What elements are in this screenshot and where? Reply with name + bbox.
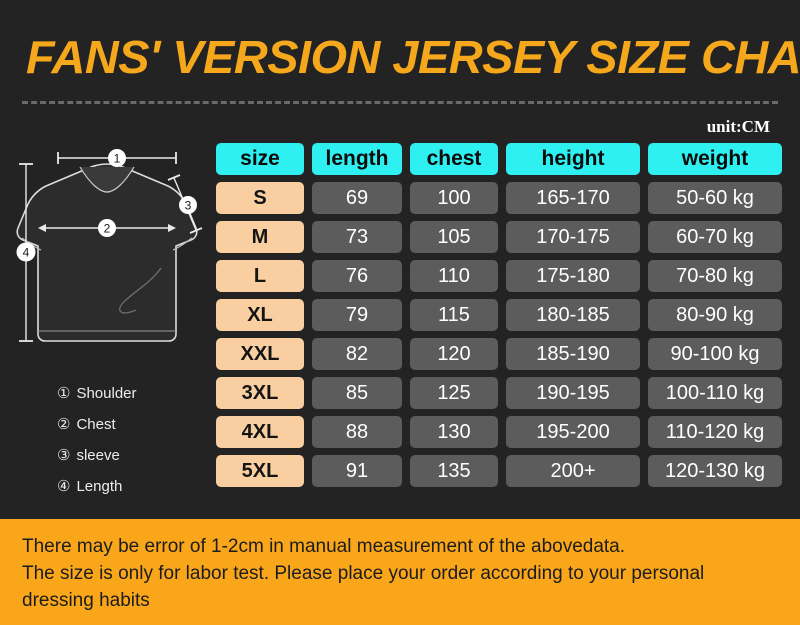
cell-weight: 60-70 kg: [648, 221, 782, 253]
cell-weight: 110-120 kg: [648, 416, 782, 448]
table-row: S 69 100 165-170 50-60 kg: [216, 182, 782, 214]
cell-chest: 100: [410, 182, 498, 214]
cell-weight: 120-130 kg: [648, 455, 782, 487]
cell-chest: 125: [410, 377, 498, 409]
column-header-weight: weight: [648, 143, 782, 175]
cell-size: L: [216, 260, 304, 292]
cell-chest: 110: [410, 260, 498, 292]
cell-weight: 90-100 kg: [648, 338, 782, 370]
legend-item-length: ④ Length: [57, 471, 217, 502]
cell-size: XL: [216, 299, 304, 331]
circled-number-2-icon: ②: [57, 416, 71, 433]
unit-note: unit:CM: [706, 117, 770, 136]
cell-length: 82: [312, 338, 402, 370]
table-header-row: size length chest height weight: [216, 143, 782, 175]
cell-size: XXL: [216, 338, 304, 370]
disclaimer-footer: There may be error of 1-2cm in manual me…: [0, 519, 800, 625]
cell-height: 170-175: [506, 221, 640, 253]
circled-number-1-icon: ①: [57, 385, 71, 402]
cell-weight: 70-80 kg: [648, 260, 782, 292]
table-row: 5XL 91 135 200+ 120-130 kg: [216, 455, 782, 487]
cell-height: 190-195: [506, 377, 640, 409]
marker-1-shoulder: 1: [114, 152, 121, 166]
column-header-size: size: [216, 143, 304, 175]
table-row: 3XL 85 125 190-195 100-110 kg: [216, 377, 782, 409]
cell-size: 4XL: [216, 416, 304, 448]
table-row: XL 79 115 180-185 80-90 kg: [216, 299, 782, 331]
size-table: unit:CM size length chest height weight …: [216, 117, 782, 494]
cell-length: 76: [312, 260, 402, 292]
t-shirt-svg: 1 2 3 4: [16, 149, 203, 342]
cell-length: 73: [312, 221, 402, 253]
cell-size: M: [216, 221, 304, 253]
circled-number-3-icon: ③: [57, 447, 71, 464]
legend-item-chest: ② Chest: [57, 409, 217, 440]
t-shirt-diagram: 1 2 3 4: [0, 138, 215, 378]
cell-length: 85: [312, 377, 402, 409]
legend-label-shoulder: Shoulder: [76, 385, 137, 402]
cell-length: 79: [312, 299, 402, 331]
cell-height: 200+: [506, 455, 640, 487]
legend-label-chest: Chest: [76, 416, 116, 433]
cell-weight: 80-90 kg: [648, 299, 782, 331]
table-row: M 73 105 170-175 60-70 kg: [216, 221, 782, 253]
table-row: XXL 82 120 185-190 90-100 kg: [216, 338, 782, 370]
cell-chest: 115: [410, 299, 498, 331]
disclaimer-line-1: There may be error of 1-2cm in manual me…: [22, 536, 626, 557]
legend-label-sleeve: sleeve: [76, 447, 120, 464]
legend-item-shoulder: ① Shoulder: [57, 378, 217, 409]
cell-weight: 100-110 kg: [648, 377, 782, 409]
column-header-chest: chest: [410, 143, 498, 175]
cell-weight: 50-60 kg: [648, 182, 782, 214]
cell-height: 185-190: [506, 338, 640, 370]
cell-chest: 135: [410, 455, 498, 487]
legend-item-sleeve: ③ sleeve: [57, 440, 217, 471]
cell-length: 91: [312, 455, 402, 487]
page-title: FANS' VERSION JERSEY SIZE CHART: [26, 31, 800, 83]
disclaimer-line-3: dressing habits: [22, 590, 150, 611]
table-row: 4XL 88 130 195-200 110-120 kg: [216, 416, 782, 448]
cell-height: 180-185: [506, 299, 640, 331]
cell-size: 5XL: [216, 455, 304, 487]
marker-3-sleeve: 3: [185, 199, 192, 213]
measurement-legend: ① Shoulder ② Chest ③ sleeve ④ Length: [57, 378, 217, 502]
cell-height: 165-170: [506, 182, 640, 214]
column-header-height: height: [506, 143, 640, 175]
cell-chest: 120: [410, 338, 498, 370]
disclaimer-line-2: The size is only for labor test. Please …: [22, 563, 705, 584]
marker-2-chest: 2: [104, 222, 111, 236]
title-divider: [22, 101, 778, 104]
column-header-length: length: [312, 143, 402, 175]
cell-length: 88: [312, 416, 402, 448]
cell-length: 69: [312, 182, 402, 214]
cell-chest: 105: [410, 221, 498, 253]
cell-size: 3XL: [216, 377, 304, 409]
cell-size: S: [216, 182, 304, 214]
cell-height: 175-180: [506, 260, 640, 292]
table-row: L 76 110 175-180 70-80 kg: [216, 260, 782, 292]
marker-4-length: 4: [23, 246, 30, 260]
circled-number-4-icon: ④: [57, 478, 71, 495]
cell-chest: 130: [410, 416, 498, 448]
cell-height: 195-200: [506, 416, 640, 448]
legend-label-length: Length: [76, 478, 123, 495]
